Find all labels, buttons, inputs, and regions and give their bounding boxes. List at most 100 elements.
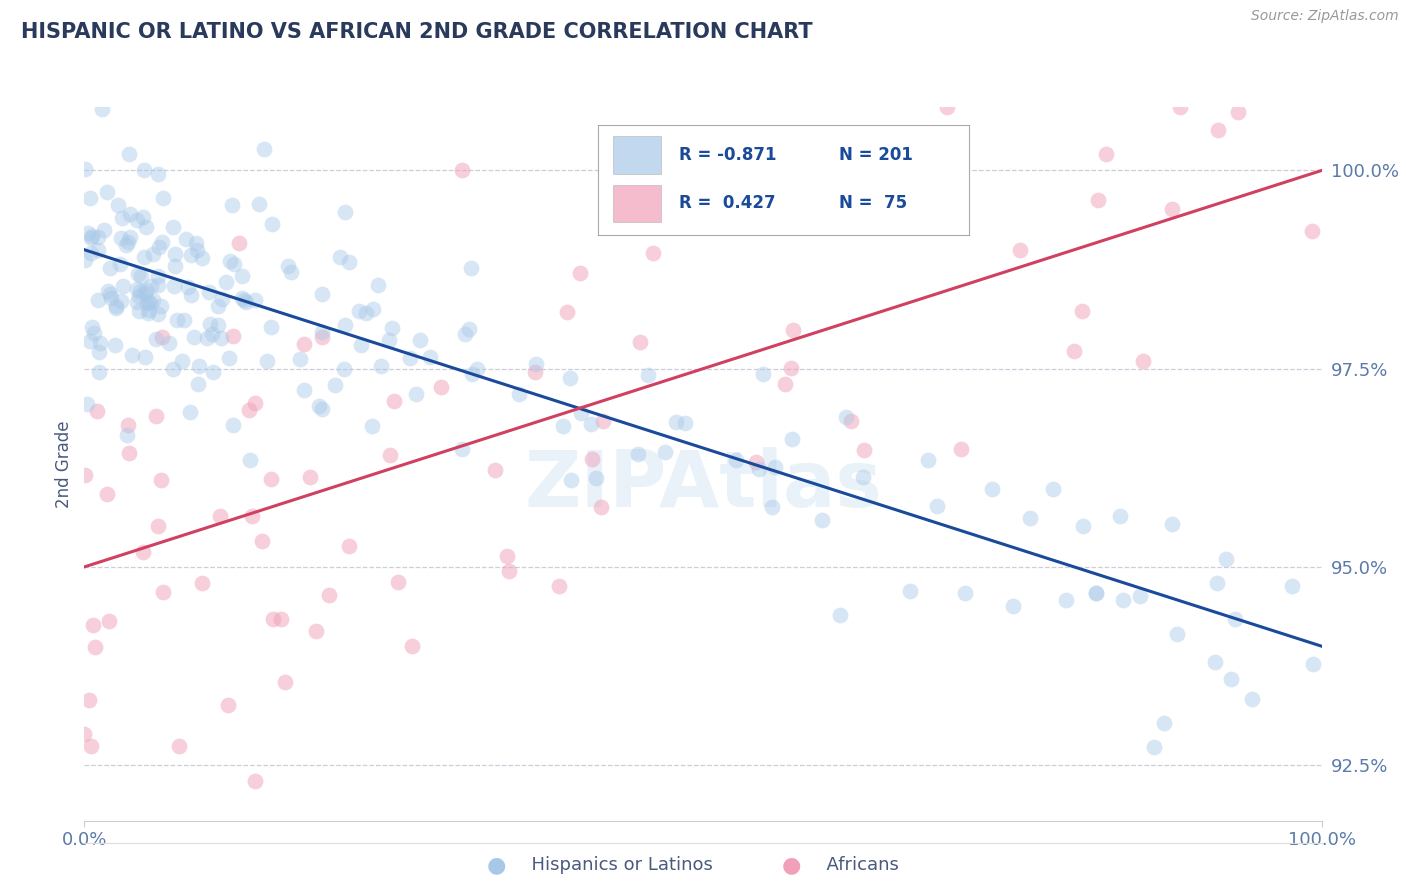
Point [349,303,371,318]
Point [329,251,352,265]
Point [91,102,114,116]
Point [256,354,278,368]
Point [748,462,770,476]
Point [82,618,104,632]
Point [381,320,404,334]
Point [1219,673,1241,687]
Point [1084,586,1107,600]
Text: ZIPAtlas: ZIPAtlas [524,447,882,524]
Point [211,292,233,306]
Point [1240,692,1263,706]
Point [121,348,143,362]
Point [1301,224,1323,238]
Point [782,323,804,337]
Point [547,579,569,593]
Point [1019,511,1042,525]
Point [184,235,207,250]
Point [80,739,103,754]
Point [127,282,149,296]
Point [454,326,477,341]
Point [782,432,804,446]
Point [262,611,284,625]
Point [148,240,170,254]
Point [380,448,402,462]
Point [243,395,266,409]
Point [111,211,134,226]
Point [162,362,184,376]
Point [105,301,128,315]
Point [110,231,132,245]
Point [1095,147,1118,161]
Point [222,418,245,433]
Point [235,295,257,310]
Point [166,313,188,327]
Point [146,307,169,321]
Point [120,230,142,244]
Point [298,469,321,483]
Point [1042,482,1064,496]
Point [191,252,214,266]
Point [77,693,100,707]
Point [377,333,399,347]
Point [152,584,174,599]
Point [335,318,357,332]
Point [337,539,360,553]
Point [1161,516,1184,531]
Point [115,237,138,252]
Point [524,365,547,379]
Point [484,463,506,477]
Point [198,285,221,299]
Point [1071,519,1094,533]
Point [361,301,384,316]
Point [1108,509,1130,524]
Point [180,248,202,262]
Point [1142,740,1164,755]
Point [1281,579,1303,593]
Text: R =  0.427: R = 0.427 [679,194,776,212]
Text: Africans: Africans [815,856,900,874]
Point [763,460,786,475]
Point [900,584,922,599]
Point [84,640,107,655]
Point [207,318,229,333]
Y-axis label: 2nd Grade: 2nd Grade [55,420,73,508]
Point [128,289,150,303]
Point [579,417,602,432]
Point [219,254,242,268]
Point [142,293,165,307]
Point [139,296,162,310]
Point [100,292,122,306]
Point [208,509,231,524]
Point [1302,657,1324,671]
Point [953,586,976,600]
Point [76,397,98,411]
Point [162,219,184,234]
Point [132,250,155,264]
Point [118,446,141,460]
Point [77,226,100,240]
Point [628,334,651,349]
Point [1132,354,1154,368]
Point [654,445,676,459]
Point [222,329,245,343]
Point [146,168,169,182]
Point [780,361,803,376]
Point [1001,599,1024,614]
Point [637,368,659,383]
Point [136,294,159,309]
Point [120,207,142,221]
Point [250,534,273,549]
Point [96,487,118,501]
Point [551,419,574,434]
Point [107,198,129,212]
Point [560,473,582,487]
Point [150,235,173,249]
Point [305,624,328,638]
Point [1166,626,1188,640]
Point [183,330,205,344]
Point [75,252,97,267]
Text: N = 201: N = 201 [839,145,912,164]
Point [127,212,149,227]
Point [118,147,141,161]
Point [1084,586,1107,600]
